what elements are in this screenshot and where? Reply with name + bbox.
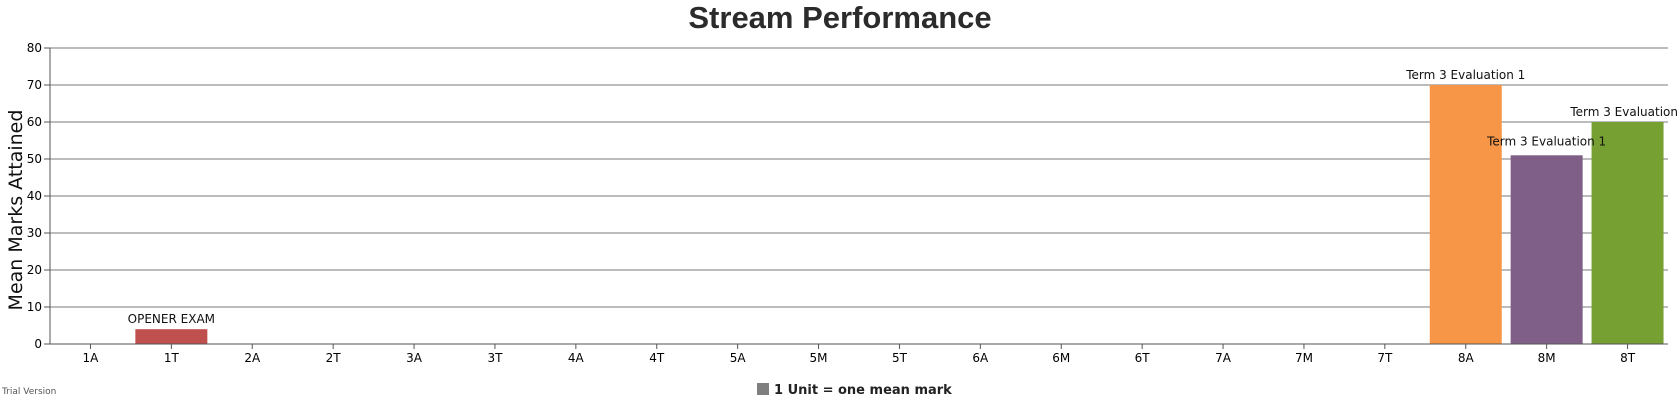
y-tick-label: 40 <box>27 189 42 203</box>
x-tick-label: 4A <box>568 351 585 365</box>
x-tick-label: 7T <box>1377 351 1393 365</box>
x-tick-label: 8M <box>1538 351 1556 365</box>
chart-title: Stream Performance <box>688 0 991 35</box>
y-tick-label: 30 <box>27 226 42 240</box>
y-tick-label: 60 <box>27 115 42 129</box>
x-tick-label: 8A <box>1458 351 1475 365</box>
y-axis-ticks: 0 10 20 30 40 50 60 70 80 <box>27 41 50 351</box>
y-tick-label: 20 <box>27 263 42 277</box>
y-tick-label: 80 <box>27 41 42 55</box>
bar-8M[interactable] <box>1510 155 1583 344</box>
x-tick-label: 2T <box>326 351 342 365</box>
legend[interactable]: 1 Unit = one mean mark <box>757 383 952 398</box>
y-tick-label: 70 <box>27 78 42 92</box>
y-tick-label: 10 <box>27 300 42 314</box>
bar-data-label: Term 3 Evaluation 1 <box>1405 68 1525 82</box>
legend-swatch <box>757 383 769 395</box>
y-tick-label: 0 <box>34 337 42 351</box>
gridlines <box>50 47 1668 345</box>
x-tick-label: 6M <box>1052 351 1070 365</box>
x-tick-label: 1A <box>83 351 100 365</box>
trial-version-label: Trial Version <box>1 387 56 397</box>
bar-8A[interactable] <box>1429 85 1502 344</box>
x-tick-label: 8T <box>1620 351 1636 365</box>
x-tick-label: 4T <box>649 351 665 365</box>
y-axis-label: Mean Marks Attained <box>5 110 27 311</box>
y-tick-label: 50 <box>27 152 42 166</box>
bar-series <box>135 85 1664 344</box>
bar-data-label: OPENER EXAM <box>128 312 215 326</box>
bar-8T[interactable] <box>1591 122 1664 344</box>
x-tick-label: 3T <box>487 351 503 365</box>
bar-data-label: Term 3 Evaluation 1 <box>1486 134 1606 148</box>
x-tick-label: 6A <box>972 351 989 365</box>
bar-data-labels: OPENER EXAM Term 3 Evaluation 1 Term 3 Eva… <box>128 68 1678 326</box>
x-tick-label: 5M <box>810 351 828 365</box>
x-tick-label: 7M <box>1295 351 1313 365</box>
axes <box>49 48 1668 345</box>
legend-label: 1 Unit = one mean mark <box>774 383 952 398</box>
bar-1T[interactable] <box>135 329 208 344</box>
x-tick-label: 5T <box>892 351 908 365</box>
x-tick-label: 3A <box>406 351 423 365</box>
bar-data-label: Term 3 Evaluation <box>1569 105 1678 119</box>
x-tick-label: 7A <box>1215 351 1232 365</box>
x-tick-label: 1T <box>164 351 180 365</box>
x-tick-label: 5A <box>730 351 747 365</box>
x-axis-ticks: 1A 1T 2A 2T 3A 3T 4A 4T 5A 5M 5T 6A 6M 6T 7A 7M 7T 8A 8M 8T <box>83 344 1636 365</box>
x-tick-label: 6T <box>1135 351 1151 365</box>
x-tick-label: 2A <box>244 351 261 365</box>
